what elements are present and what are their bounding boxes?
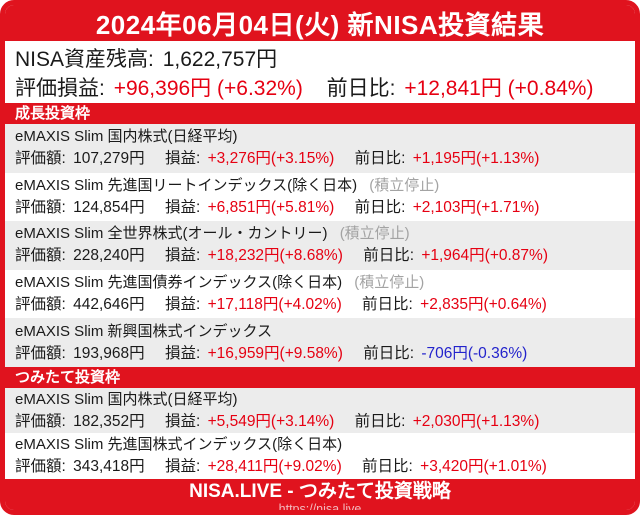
fund-name: eMAXIS Slim 先進国債券インデックス(除く日本)	[15, 274, 343, 292]
dod-label: 前日比:	[363, 344, 415, 362]
valuation-label: 評価額:	[15, 344, 66, 362]
fund-row: eMAXIS Slim 先進国リートインデックス(除く日本) (積立停止) 評価…	[5, 172, 635, 222]
dod-label: 前日比:	[354, 198, 406, 216]
fund-dod: +1,964円(+0.87%)	[421, 247, 548, 265]
fund-name: eMAXIS Slim 新興国株式インデックス	[15, 322, 273, 340]
fund-dod: -706円(-0.36%)	[421, 344, 528, 362]
pl-label: 評価損益:	[15, 77, 105, 100]
valuation-label: 評価額:	[15, 198, 66, 216]
valuation-label: 評価額:	[15, 150, 66, 168]
pl-value: +96,396円 (+6.32%)	[113, 77, 303, 100]
report-header: 2024年06月04日(火) 新NISA投資結果	[5, 5, 635, 41]
fund-row: eMAXIS Slim 国内株式(日経平均) 評価額: 107,279円 損益:…	[5, 124, 635, 173]
summary-pl-line: 評価損益: +96,396円 (+6.32%) 前日比: +12,841円 (+…	[15, 74, 625, 103]
fund-dod: +2,835円(+0.64%)	[420, 296, 547, 314]
fund-pl: +28,411円(+9.02%)	[207, 458, 342, 476]
fund-pl: +18,232円(+8.68%)	[207, 247, 343, 265]
fund-pl: +3,276円(+3.15%)	[207, 150, 335, 168]
dod-value: +12,841円 (+0.84%)	[404, 77, 594, 100]
fund-name: eMAXIS Slim 国内株式(日経平均)	[15, 390, 238, 408]
tsumitate-fund-list: eMAXIS Slim 国内株式(日経平均) 評価額: 182,352円 損益:…	[5, 387, 635, 479]
fund-row: eMAXIS Slim 先進国債券インデックス(除く日本) (積立停止) 評価額…	[5, 269, 635, 319]
valuation-label: 評価額:	[15, 412, 66, 430]
footer-site-title: NISA.LIVE - つみたて投資戦略	[189, 480, 451, 502]
pl-label: 損益:	[164, 247, 201, 265]
section-heading-growth: 成長投資枠	[5, 103, 635, 124]
fund-dod: +3,420円(+1.01%)	[420, 458, 547, 476]
fund-dod: +2,030円(+1.13%)	[412, 412, 540, 430]
section-heading-tsumitate: つみたて投資枠	[5, 366, 635, 388]
fund-pl: +17,118円(+4.02%)	[207, 296, 342, 314]
report-footer: NISA.LIVE - つみたて投資戦略 https://nisa.live	[5, 478, 635, 515]
valuation-label: 評価額:	[15, 296, 66, 314]
fund-valuation: 124,854円	[73, 198, 145, 216]
fund-pl: +6,851円(+5.81%)	[207, 198, 335, 216]
valuation-label: 評価額:	[15, 458, 66, 476]
fund-pl: +16,959円(+9.58%)	[207, 344, 343, 362]
pl-label: 損益:	[164, 412, 201, 430]
fund-name: eMAXIS Slim 国内株式(日経平均)	[15, 128, 238, 146]
dod-label: 前日比:	[354, 412, 406, 430]
dod-label: 前日比:	[363, 247, 415, 265]
fund-dod: +2,103円(+1.71%)	[412, 198, 540, 216]
fund-valuation: 193,968円	[73, 344, 145, 362]
report-title: 2024年06月04日(火) 新NISA投資結果	[95, 9, 545, 40]
fund-valuation: 442,646円	[73, 296, 145, 314]
fund-pl: +5,549円(+3.14%)	[207, 412, 335, 430]
fund-row: eMAXIS Slim 全世界株式(オール・カントリー) (積立停止) 評価額:…	[5, 221, 635, 270]
fund-row: eMAXIS Slim 先進国株式インデックス(除く日本) 評価額: 343,4…	[5, 433, 635, 479]
fund-name: eMAXIS Slim 先進国株式インデックス(除く日本)	[15, 436, 343, 454]
fund-suspended-badge: (積立停止)	[369, 176, 440, 194]
balance-label: NISA資産残高:	[15, 48, 154, 71]
pl-label: 損益:	[164, 150, 201, 168]
fund-name: eMAXIS Slim 全世界株式(オール・カントリー)	[15, 225, 328, 243]
pl-label: 損益:	[164, 458, 201, 476]
fund-row: eMAXIS Slim 新興国株式インデックス 評価額: 193,968円 損益…	[5, 318, 635, 367]
dod-label: 前日比:	[354, 150, 406, 168]
fund-valuation: 182,352円	[73, 412, 145, 430]
fund-suspended-badge: (積立停止)	[339, 225, 410, 243]
fund-name: eMAXIS Slim 先進国リートインデックス(除く日本)	[15, 176, 358, 194]
dod-label: 前日比:	[362, 458, 413, 476]
growth-fund-list: eMAXIS Slim 国内株式(日経平均) 評価額: 107,279円 損益:…	[5, 124, 635, 367]
footer-site-url: https://nisa.live	[278, 501, 362, 515]
summary-balance-line: NISA資産残高: 1,622,757円	[15, 45, 625, 74]
pl-label: 損益:	[164, 296, 201, 314]
summary-section: NISA資産残高: 1,622,757円 評価損益: +96,396円 (+6.…	[5, 41, 635, 103]
fund-valuation: 343,418円	[73, 458, 145, 476]
fund-dod: +1,195円(+1.13%)	[412, 150, 540, 168]
fund-row: eMAXIS Slim 国内株式(日経平均) 評価額: 182,352円 損益:…	[5, 387, 635, 434]
dod-label: 前日比:	[362, 296, 413, 314]
fund-valuation: 107,279円	[73, 150, 145, 168]
valuation-label: 評価額:	[15, 247, 66, 265]
fund-valuation: 228,240円	[73, 247, 145, 265]
pl-label: 損益:	[164, 198, 201, 216]
dod-label: 前日比:	[326, 77, 396, 100]
fund-suspended-badge: (積立停止)	[354, 274, 425, 292]
balance-value: 1,622,757円	[162, 48, 278, 71]
pl-label: 損益:	[164, 344, 201, 362]
